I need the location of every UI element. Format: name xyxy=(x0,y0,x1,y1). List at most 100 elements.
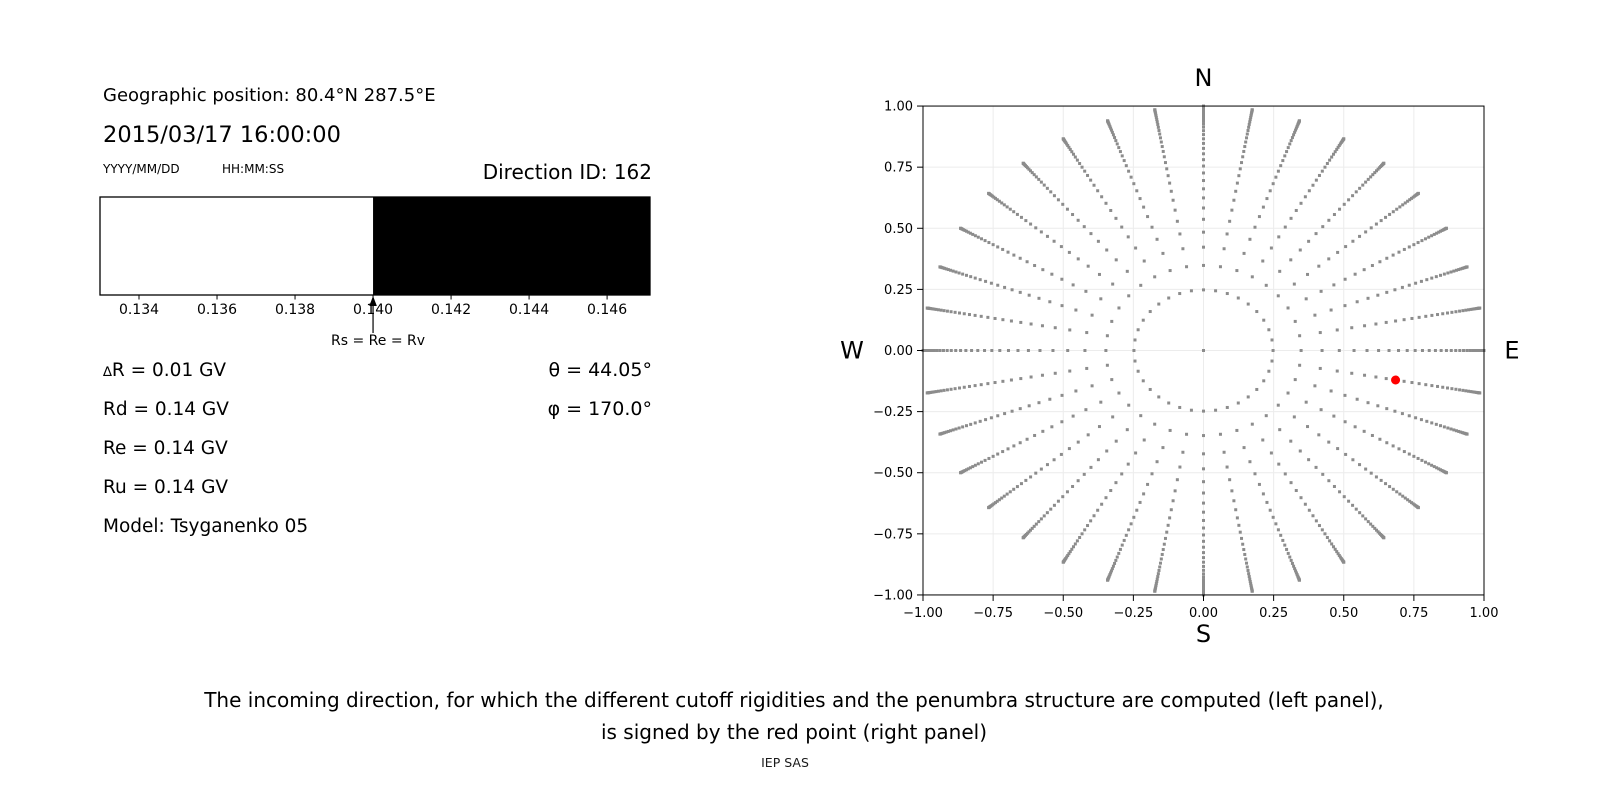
direction-dot xyxy=(1052,458,1056,462)
direction-dot xyxy=(1402,379,1406,383)
direction-dot xyxy=(1037,296,1041,300)
direction-dot xyxy=(1076,440,1080,444)
direction-dot xyxy=(1110,378,1114,382)
direction-dot xyxy=(1156,572,1160,576)
direction-dot xyxy=(1225,405,1229,409)
direction-dot xyxy=(1330,542,1334,546)
direction-dot xyxy=(987,191,991,195)
direction-dot xyxy=(1265,500,1269,504)
direction-dot xyxy=(1249,115,1253,119)
direction-dot xyxy=(997,199,1001,203)
direction-dot xyxy=(1366,520,1370,524)
direction-dot xyxy=(1241,155,1245,159)
param-delta-r-text: R = 0.01 GV xyxy=(111,360,227,381)
x-tick-label: −1.00 xyxy=(903,606,943,621)
direction-dot xyxy=(1092,183,1096,187)
direction-dot xyxy=(1366,296,1370,300)
direction-dot xyxy=(1414,416,1418,420)
direction-dot xyxy=(1045,463,1049,467)
direction-dot xyxy=(1385,407,1389,411)
direction-dot xyxy=(1132,182,1136,186)
direction-dot xyxy=(957,311,961,315)
direction-dot xyxy=(1335,147,1339,151)
penumbra-region xyxy=(100,197,374,295)
direction-dot xyxy=(1469,390,1473,394)
direction-dot xyxy=(1407,245,1411,249)
direction-dot xyxy=(1019,482,1023,486)
direction-dot xyxy=(1050,272,1054,276)
direction-dot xyxy=(1248,117,1252,121)
direction-dot xyxy=(1277,235,1281,239)
direction-dot xyxy=(1060,304,1064,308)
direction-dot xyxy=(1228,219,1232,223)
direction-dot xyxy=(926,349,930,352)
direction-dot xyxy=(1439,349,1443,352)
direction-dot xyxy=(1218,432,1222,436)
direction-dot xyxy=(1327,257,1331,261)
direction-dot xyxy=(1342,137,1346,141)
direction-dot xyxy=(1382,536,1386,540)
direction-dot xyxy=(1225,292,1229,296)
direction-dot xyxy=(1034,175,1038,179)
direction-dot xyxy=(961,425,965,429)
direction-dot xyxy=(997,498,1001,502)
direction-dot xyxy=(1313,313,1317,317)
direction-dot xyxy=(1366,177,1370,181)
direction-dot xyxy=(1084,408,1088,412)
direction-dot xyxy=(1459,430,1463,434)
direction-dot xyxy=(1439,468,1443,472)
direction-dot xyxy=(1039,517,1043,521)
direction-dot xyxy=(1041,268,1045,272)
direction-dot xyxy=(986,382,990,386)
direction-dot xyxy=(1202,539,1205,543)
direction-dot xyxy=(1041,429,1045,433)
direction-dot xyxy=(1166,174,1170,178)
direction-dot xyxy=(1347,198,1351,202)
direction-dot xyxy=(1202,122,1205,126)
direction-dot xyxy=(1202,501,1205,505)
direction-dot xyxy=(1425,278,1429,282)
direction-dot xyxy=(1478,306,1482,310)
direction-dot xyxy=(1056,499,1060,503)
param-delta-r: ∆R = 0.01 GV xyxy=(103,360,226,381)
direction-dot xyxy=(1265,197,1269,201)
direction-dot xyxy=(969,422,973,426)
direction-dot xyxy=(1377,349,1381,352)
direction-dot xyxy=(1286,551,1290,555)
direction-dot xyxy=(1021,161,1025,165)
direction-dot xyxy=(951,428,955,432)
direction-dot xyxy=(966,467,970,471)
direction-dot xyxy=(1027,293,1031,297)
direction-dot xyxy=(1471,390,1475,394)
direction-dot xyxy=(1202,196,1205,200)
direction-dot xyxy=(1169,508,1173,512)
direction-dot xyxy=(1467,308,1471,312)
direction-dot xyxy=(1281,159,1285,163)
direction-dot xyxy=(1155,580,1159,584)
direction-dot xyxy=(1236,296,1240,300)
direction-dot xyxy=(1327,218,1331,222)
direction-dot xyxy=(1065,207,1069,211)
direction-dot xyxy=(949,310,953,314)
direction-dot xyxy=(1374,322,1378,326)
cutoff-arrow-head xyxy=(369,296,377,306)
direction-dot xyxy=(1154,582,1158,586)
direction-dot xyxy=(1202,245,1205,249)
direction-dot xyxy=(1034,522,1038,526)
direction-dot xyxy=(1320,169,1324,173)
direction-dot xyxy=(1114,139,1118,143)
direction-dot xyxy=(1454,387,1458,391)
direction-dot xyxy=(959,471,963,475)
direction-dot xyxy=(1398,492,1402,496)
direction-dot xyxy=(973,421,977,425)
direction-dot xyxy=(1298,363,1302,367)
direction-dot xyxy=(1178,232,1182,236)
direction-dot xyxy=(1303,502,1307,506)
direction-dot xyxy=(1202,125,1205,129)
direction-dot xyxy=(1478,391,1482,395)
direction-dot xyxy=(1338,207,1342,211)
direction-dot xyxy=(1100,502,1104,506)
direction-dot xyxy=(1202,480,1205,484)
direction-dot xyxy=(1416,191,1420,195)
direction-dot xyxy=(1185,265,1189,269)
